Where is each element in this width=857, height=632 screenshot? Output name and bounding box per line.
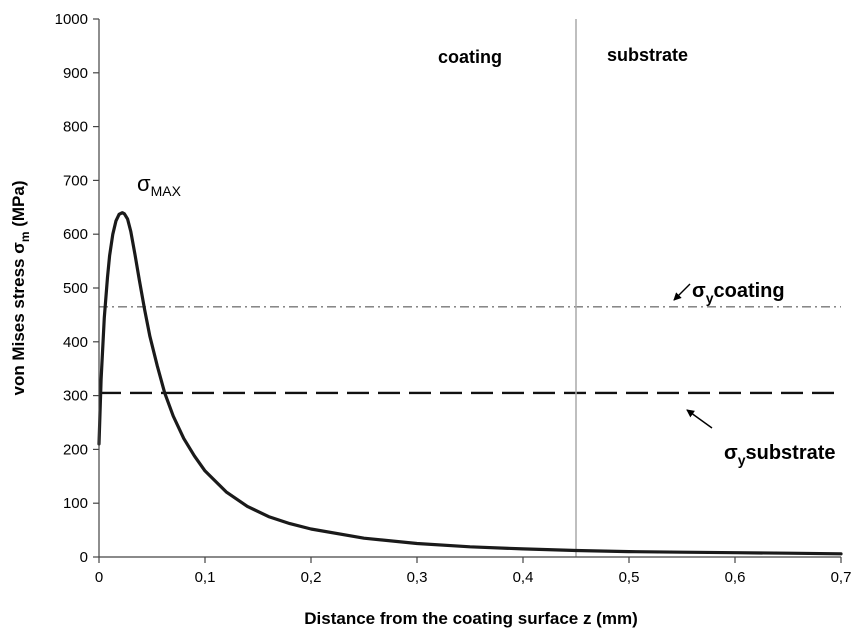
series-line-0 (97, 211, 843, 556)
y-tick-label: 1000 (55, 11, 88, 28)
sigma-y-substrate-text: substrate (745, 442, 835, 464)
y-tick-label: 500 (63, 280, 88, 297)
sigma-y-coating-subscript: y (706, 290, 714, 306)
x-tick-label: 0,5 (619, 569, 640, 586)
region-label-substrate: substrate (607, 45, 688, 65)
annotation-sigma-y-substrate: σysubstrate (724, 442, 836, 468)
x-tick-label: 0,7 (831, 569, 852, 586)
y-tick-label: 600 (63, 226, 88, 243)
x-tick-label: 0,2 (301, 569, 322, 586)
y-tick-label: 300 (63, 388, 88, 405)
arrow-sigma-y-substrate (686, 409, 713, 429)
y-tick-label: 400 (63, 334, 88, 351)
sigma-max-symbol: σ (137, 171, 151, 196)
y-tick-label: 800 (63, 119, 88, 136)
x-tick-label: 0,6 (725, 569, 746, 586)
arrow-sigma-y-coating (673, 283, 691, 301)
sigma-y-coating-symbol: σ (692, 280, 706, 302)
annotation-sigma-max: σMAX (137, 171, 182, 199)
x-axis-title: Distance from the coating surface z (mm) (304, 609, 637, 628)
x-tick-label: 0,3 (407, 569, 428, 586)
y-tick-label: 0 (80, 549, 88, 566)
sigma-y-substrate-symbol: σ (724, 442, 738, 464)
y-axis-title-suffix: (MPa) (9, 180, 28, 231)
y-axis-title-prefix: von Mises stress σ (9, 242, 28, 396)
region-label-coating: coating (438, 47, 502, 67)
sigma-y-substrate-subscript: y (738, 452, 746, 468)
y-tick-label: 900 (63, 65, 88, 82)
x-tick-label: 0,4 (513, 569, 534, 586)
axes (93, 18, 842, 563)
y-axis-title-subscript: m (18, 231, 32, 242)
sigma-max-subscript: MAX (151, 183, 182, 199)
series-layer (97, 211, 843, 556)
x-tick-label: 0,1 (195, 569, 216, 586)
y-tick-label: 100 (63, 495, 88, 512)
y-axis-title: von Mises stress σm (MPa) (9, 180, 32, 395)
y-tick-label: 200 (63, 441, 88, 458)
annotation-sigma-y-coating: σycoating (692, 280, 785, 306)
x-tick-labels: 0 0,1 0,2 0,3 0,4 0,5 0,6 0,7 (95, 569, 852, 586)
sigma-y-coating-text: coating (713, 280, 784, 302)
x-tick-label: 0 (95, 569, 103, 586)
y-tick-label: 700 (63, 172, 88, 189)
reference-lines (99, 19, 841, 557)
y-tick-labels: 0 100 200 300 400 500 600 700 800 900 1000 (55, 11, 88, 566)
